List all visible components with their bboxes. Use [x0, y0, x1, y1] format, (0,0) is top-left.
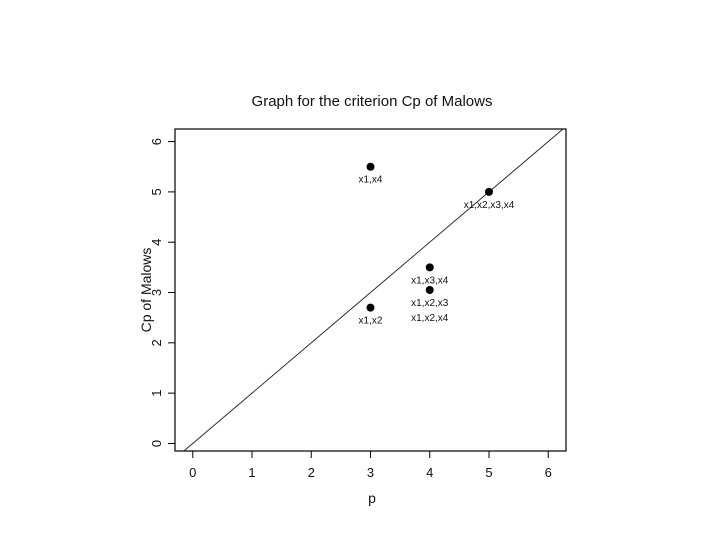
- x-tick-label: 1: [248, 465, 255, 480]
- x-tick-label: 3: [367, 465, 374, 480]
- data-point-label: x1,x2: [359, 316, 383, 327]
- y-tick-label: 4: [149, 239, 164, 246]
- data-point: [366, 162, 375, 171]
- data-point-label: x1,x2,x3: [411, 298, 449, 309]
- data-point-label: x1,x2,x4: [411, 313, 449, 324]
- y-axis-label: Cp of Malows: [138, 248, 154, 333]
- y-tick-label: 0: [149, 440, 164, 447]
- y-axis: 0 1 2 3 4 5 6: [149, 138, 175, 447]
- reference-line: [183, 128, 564, 452]
- x-tick-label: 6: [545, 465, 552, 480]
- chart-title: Graph for the criterion Cp of Malows: [252, 93, 493, 110]
- data-point-label: x1,x4: [359, 175, 383, 186]
- y-tick-label: 3: [149, 289, 164, 296]
- data-point-label: x1,x2,x3,x4: [464, 200, 515, 211]
- x-axis: 0 1 2 3 4 5 6: [189, 451, 552, 480]
- y-tick-label: 6: [149, 138, 164, 145]
- y-tick-label: 2: [149, 339, 164, 346]
- x-tick-label: 2: [308, 465, 315, 480]
- x-axis-label: p: [368, 490, 376, 506]
- points-layer: x1,x4 x1,x2,x3,x4 x1,x3,x4 x1,x2,x3 x1,x2 x1,…: [359, 162, 515, 327]
- data-point: [366, 303, 375, 312]
- y-tick-label: 1: [149, 390, 164, 397]
- x-tick-label: 5: [485, 465, 492, 480]
- data-point: [425, 263, 434, 272]
- x-tick-label: 4: [426, 465, 433, 480]
- y-tick-label: 5: [149, 188, 164, 195]
- x-tick-label: 0: [189, 465, 196, 480]
- data-point-label: x1,x3,x4: [411, 275, 449, 286]
- data-point: [425, 286, 434, 294]
- data-point: [484, 187, 493, 196]
